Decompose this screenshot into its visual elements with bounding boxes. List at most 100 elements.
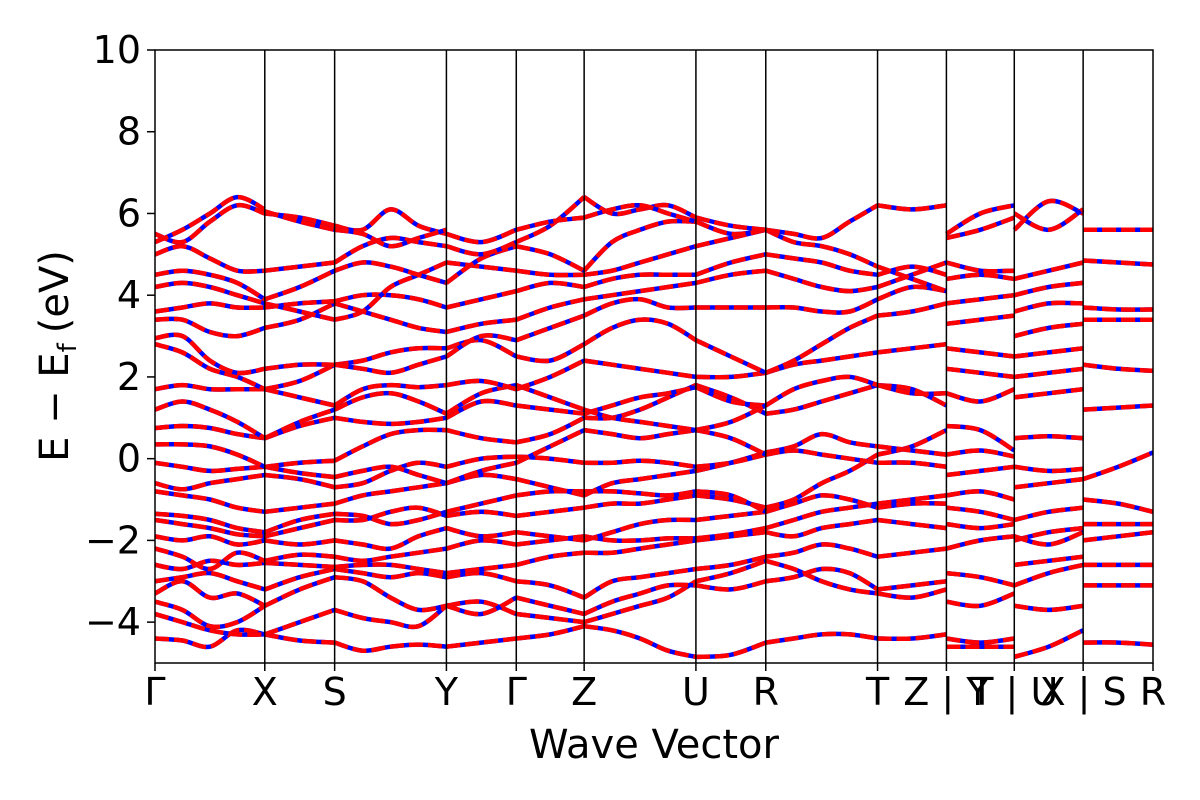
band-line-dashed <box>583 202 697 224</box>
band-line-dashed <box>155 472 266 492</box>
band-line-dashed <box>765 431 878 455</box>
band-line-dashed <box>1013 562 1084 588</box>
band-line-dashed <box>333 603 448 630</box>
band-line-dashed <box>333 390 448 416</box>
band-line-dashed <box>264 560 335 570</box>
band-line-dashed <box>946 366 1015 380</box>
band-line-dashed <box>516 488 585 498</box>
y-tick-label: −4 <box>85 600 141 644</box>
band-line-dashed <box>1013 280 1084 298</box>
band-line-dashed <box>515 476 585 498</box>
band-line-dashed <box>334 546 447 564</box>
band-line-dashed <box>877 203 947 212</box>
band-line-dashed <box>583 427 697 441</box>
band-line-dashed <box>764 313 879 375</box>
band-line-solid <box>155 570 266 592</box>
band-line-dashed <box>584 538 697 556</box>
band-line-dashed <box>445 493 517 514</box>
x-tick-label: Z | Y <box>903 670 990 715</box>
band-line-dashed <box>1013 260 1084 282</box>
band-line-dashed <box>765 517 878 539</box>
band-line-dashed <box>445 227 518 245</box>
band-line-dashed <box>445 427 517 445</box>
band-line-dashed <box>515 550 585 568</box>
band-line-dashed <box>1082 497 1153 514</box>
band-line-dashed <box>876 264 948 294</box>
band-line-dashed <box>516 624 585 641</box>
band-line-dashed <box>333 640 447 654</box>
band-line-dashed <box>446 260 517 273</box>
band-line-dashed <box>515 428 586 465</box>
band-line-dashed <box>445 288 517 310</box>
band-line-solid <box>155 441 266 469</box>
band-line-dashed <box>583 296 696 318</box>
band-line-solid <box>765 297 879 315</box>
x-tick-label: Γ <box>144 670 165 714</box>
band-line-dashed <box>515 280 585 294</box>
band-line-dashed <box>946 591 1016 609</box>
band-line-dashed <box>515 342 586 364</box>
x-tick-label: R <box>1140 670 1166 714</box>
band-line-dashed <box>516 268 585 278</box>
band-line-dashed <box>515 195 586 245</box>
band-line-dashed <box>155 399 266 441</box>
band-line-dashed <box>515 358 586 392</box>
band-line-dashed <box>946 489 1015 502</box>
band-line-dashed <box>1014 554 1084 568</box>
band-line-dashed <box>584 488 697 498</box>
band-line-dashed <box>946 272 1015 282</box>
band-line-dashed <box>764 374 879 408</box>
band-line-dashed <box>516 505 585 519</box>
y-axis-label-subscript: f <box>53 342 83 352</box>
band-line-dashed <box>445 460 517 486</box>
band-line-dashed <box>582 218 696 273</box>
band-line-dashed <box>1014 346 1084 359</box>
band-line-dashed <box>446 636 517 649</box>
x-axis-label: Wave Vector <box>529 722 780 768</box>
band-line-dashed <box>264 472 336 490</box>
band-line-dashed <box>155 546 266 572</box>
band-line-solid <box>155 534 266 547</box>
band-line-dashed <box>584 458 697 470</box>
band-line-dashed <box>1013 505 1084 523</box>
band-line-solid <box>155 489 266 515</box>
band-line-dashed <box>946 521 1015 531</box>
band-line-solid <box>155 382 265 392</box>
band-line-dashed <box>946 636 1015 645</box>
band-line-dashed <box>515 415 586 445</box>
band-line-dashed <box>263 575 336 608</box>
band-line-dashed <box>515 244 586 273</box>
band-line-dashed <box>695 427 767 457</box>
band-line-dashed <box>334 227 448 249</box>
band-line-dashed <box>765 501 878 531</box>
band-line-dashed <box>1014 433 1084 441</box>
band-line-solid <box>155 517 265 539</box>
band-line-solid <box>155 558 265 572</box>
band-line-dashed <box>765 452 879 510</box>
band-line-dashed <box>1013 207 1085 233</box>
band-line-dashed <box>446 562 517 576</box>
y-tick-label: 6 <box>117 191 141 235</box>
band-line-dashed <box>1082 258 1153 267</box>
x-tick-label: U <box>682 670 710 714</box>
band-line-dashed <box>764 227 879 269</box>
band-line-dashed <box>155 579 266 608</box>
band-line-dashed <box>1013 603 1084 613</box>
band-line-dashed <box>155 243 265 274</box>
band-line-dashed <box>583 517 696 543</box>
band-line-dashed <box>445 333 517 359</box>
bands-layer <box>155 194 1153 660</box>
band-line-dashed <box>765 268 878 294</box>
x-tick-label: Y <box>434 670 459 714</box>
band-line-dashed <box>334 509 448 527</box>
band-line-dashed <box>945 534 1015 551</box>
band-line-dashed <box>765 252 878 278</box>
band-line-dashed <box>694 338 767 375</box>
band-line-dashed <box>264 566 336 592</box>
band-line-dashed <box>1082 450 1153 482</box>
band-line-dashed <box>877 428 948 457</box>
band-line-dashed <box>582 566 697 600</box>
band-line-dashed <box>264 209 336 232</box>
band-line-dashed <box>583 493 697 510</box>
